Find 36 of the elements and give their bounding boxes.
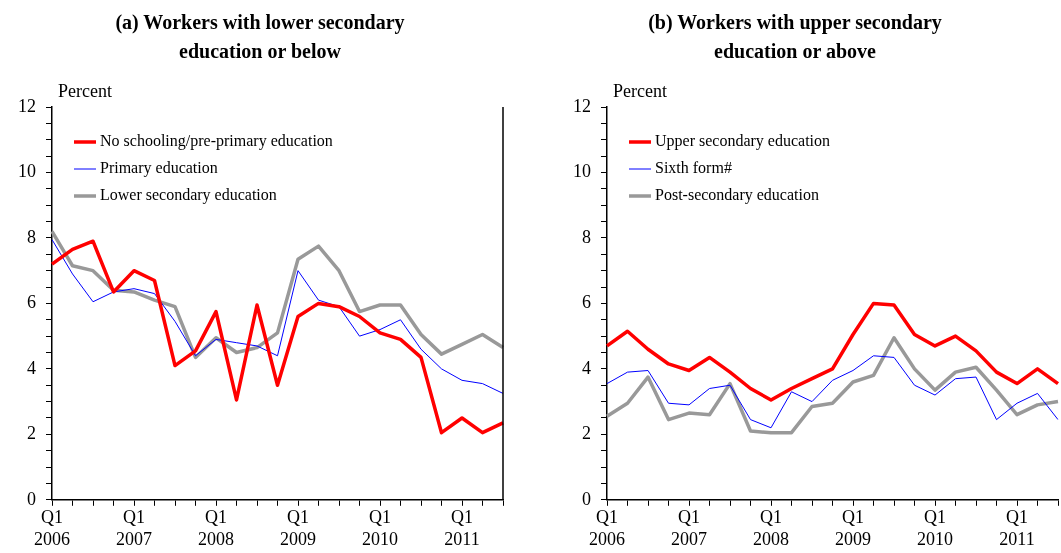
x-tick-label: Q1 2007	[671, 507, 707, 549]
x-tick-label: Q1 2008	[753, 507, 789, 549]
y-axis-title: Percent	[58, 80, 112, 101]
x-tick-label: Q1 2011	[999, 507, 1035, 549]
legend-label: Lower secondary education	[100, 186, 277, 205]
legend-label: Sixth form#	[655, 159, 732, 177]
legend-label: Primary education	[100, 159, 218, 178]
y-axis-title: Percent	[613, 80, 667, 101]
x-tick-label: Q1 2010	[917, 507, 953, 549]
x-tick-label: Q1 2006	[34, 507, 70, 549]
x-tick-label: Q1 2008	[198, 507, 234, 549]
x-tick-label: Q1 2009	[835, 507, 871, 549]
legend-label: No schooling/pre-primary education	[100, 132, 333, 151]
y-tick-label: 4	[582, 357, 591, 378]
x-tick-label: Q1 2011	[444, 507, 480, 549]
legend-label: Upper secondary education	[655, 132, 831, 151]
x-tick-label: Q1 2006	[589, 507, 625, 549]
legend-label: Post-secondary education	[655, 186, 819, 205]
y-tick-label: 6	[582, 292, 591, 313]
y-tick-label: 4	[27, 357, 36, 378]
chart-title: (a) Workers with lower secondary education or below	[114, 10, 406, 64]
y-tick-label: 8	[27, 226, 36, 247]
y-tick-label: 0	[582, 488, 591, 509]
y-tick-label: 10	[18, 161, 36, 182]
y-tick-label: 6	[27, 292, 36, 313]
x-tick-label: Q1 2010	[362, 507, 398, 549]
y-tick-label: 8	[582, 226, 591, 247]
y-tick-label: 12	[18, 95, 36, 116]
y-tick-label: 0	[27, 488, 36, 509]
chart-title: (b) Workers with upper secondary education or above	[647, 10, 943, 64]
x-tick-label: Q1 2009	[280, 507, 316, 549]
y-tick-label: 12	[573, 95, 591, 116]
x-tick-label: Q1 2007	[116, 507, 152, 549]
y-tick-label: 2	[582, 423, 591, 444]
y-tick-label: 2	[27, 423, 36, 444]
y-tick-label: 10	[573, 161, 591, 182]
